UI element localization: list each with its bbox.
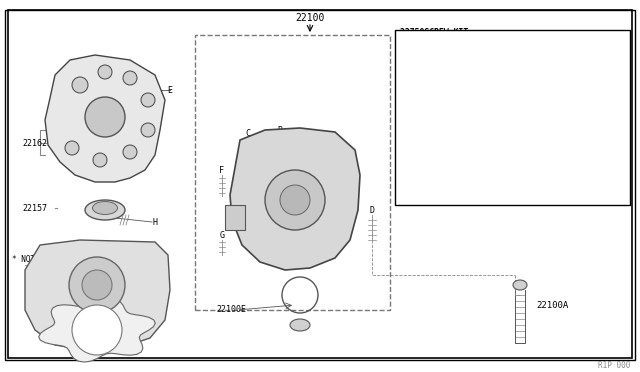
Text: B--SCREW (M4X10) (2): B--SCREW (M4X10) (2): [410, 59, 497, 65]
Text: 22100E: 22100E: [216, 305, 246, 314]
Text: 22100A: 22100A: [536, 301, 568, 310]
Circle shape: [72, 305, 122, 355]
Polygon shape: [230, 128, 360, 270]
Circle shape: [93, 153, 107, 167]
Polygon shape: [38, 298, 156, 362]
Text: C--SCREW (M4X20) (2): C--SCREW (M4X20) (2): [410, 76, 497, 82]
Bar: [395, 30, 630, 205]
Circle shape: [98, 65, 112, 79]
Circle shape: [82, 270, 112, 300]
Ellipse shape: [85, 200, 125, 220]
Text: 22157: 22157: [22, 203, 47, 212]
Text: F--SCREW (M4X8)  (2): F--SCREW (M4X8) (2): [410, 127, 497, 133]
Text: * NOT FOR SALE: * NOT FOR SALE: [12, 256, 77, 264]
Circle shape: [69, 257, 125, 313]
Circle shape: [141, 93, 155, 107]
Circle shape: [65, 141, 79, 155]
Text: C: C: [246, 128, 250, 138]
Circle shape: [141, 123, 155, 137]
Text: F: F: [220, 166, 225, 174]
Text: B: B: [278, 125, 282, 135]
Text: 22750SCREW KIT: 22750SCREW KIT: [400, 28, 468, 36]
Polygon shape: [25, 240, 170, 350]
Text: H: H: [152, 218, 157, 227]
Text: E: E: [168, 86, 173, 94]
Text: A: A: [307, 128, 312, 138]
Text: G--SCREW (M4X8.5)(1): G--SCREW (M4X8.5)(1): [410, 144, 497, 150]
Text: 22162: 22162: [22, 138, 47, 148]
Text: 22100: 22100: [295, 13, 324, 23]
Circle shape: [72, 77, 88, 93]
Bar: [195, 35, 390, 310]
Ellipse shape: [290, 319, 310, 331]
Bar: [225, 205, 245, 230]
Circle shape: [123, 145, 137, 159]
Circle shape: [123, 71, 137, 85]
Circle shape: [280, 185, 310, 215]
Ellipse shape: [93, 202, 118, 215]
Text: D: D: [369, 205, 374, 215]
Text: R1P 000: R1P 000: [598, 360, 630, 369]
Text: D--SCREW (M5X28) (2): D--SCREW (M5X28) (2): [410, 93, 497, 99]
Circle shape: [265, 170, 325, 230]
Text: E--SCREW (M4X18) (3): E--SCREW (M4X18) (3): [410, 110, 497, 116]
Circle shape: [85, 97, 125, 137]
Text: A--SCREW (M5X16) (1): A--SCREW (M5X16) (1): [410, 42, 497, 48]
Text: H--BOLT  (M5X10) (1): H--BOLT (M5X10) (1): [410, 161, 497, 167]
Text: G: G: [220, 231, 225, 240]
Ellipse shape: [513, 280, 527, 290]
Polygon shape: [45, 55, 165, 182]
